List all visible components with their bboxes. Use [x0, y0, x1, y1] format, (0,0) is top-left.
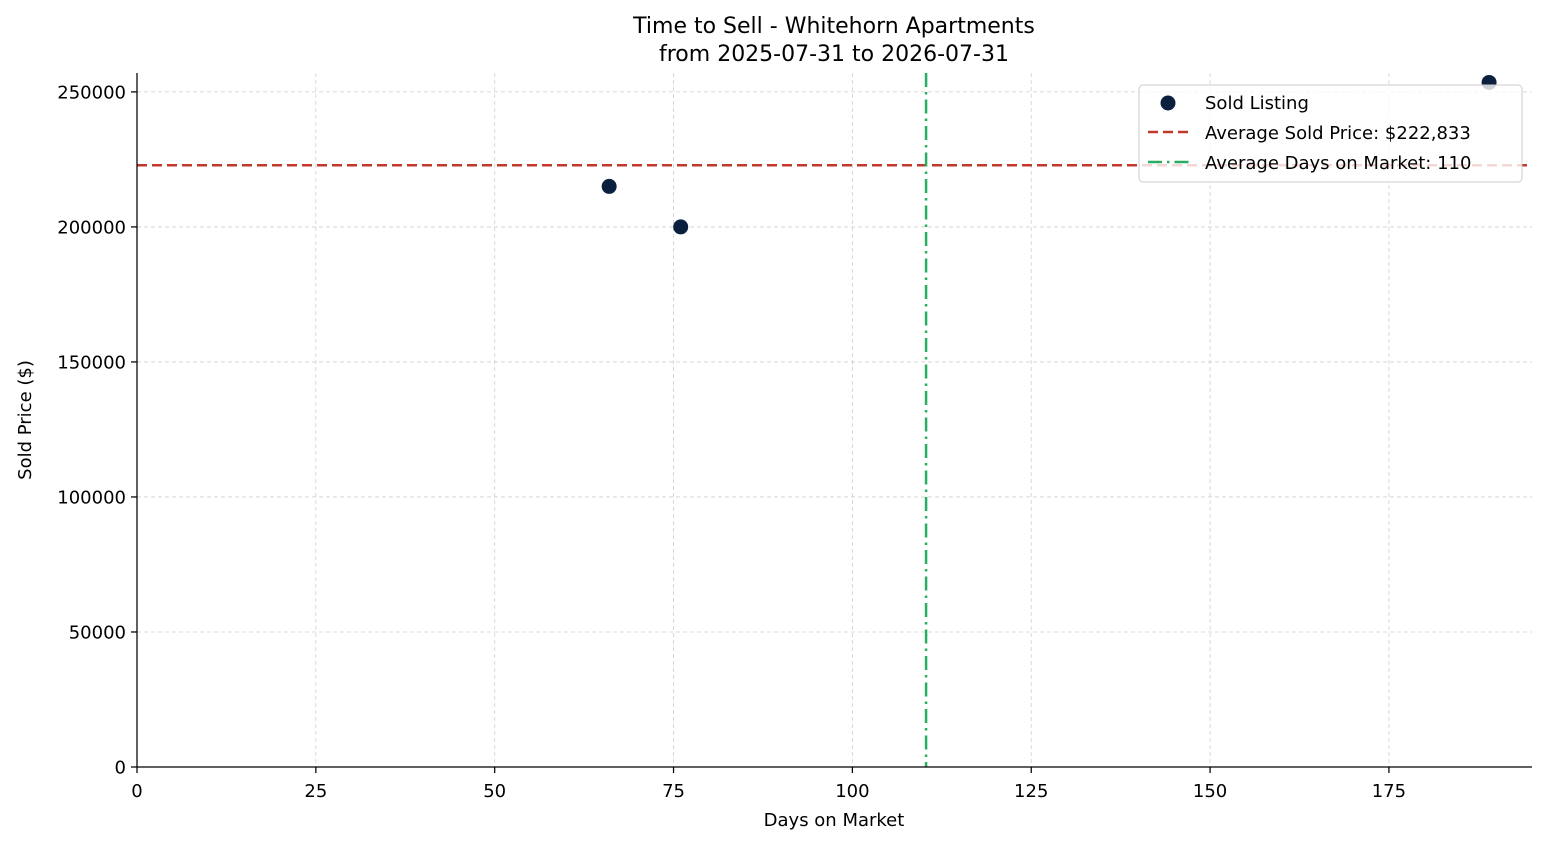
chart-title: Time to Sell - Whitehorn Apartments: [632, 14, 1035, 39]
axes: [136, 73, 1532, 768]
x-axis-label: Days on Market: [764, 810, 905, 831]
data-point: [673, 219, 689, 235]
data-point: [601, 178, 617, 194]
legend-marker-sold-listing: [1160, 95, 1176, 111]
legend: Sold Listing Average Sold Price: $222,83…: [1138, 84, 1523, 183]
ticks: 0 25 50 75 100 125 150 175 0 50000 100000 150000 200…: [57, 82, 1406, 802]
legend-label-average-price: Average Sold Price: $222,833: [1205, 123, 1471, 144]
y-tick-label: 100000: [57, 487, 126, 508]
x-tick-label: 150: [1193, 781, 1227, 802]
x-tick-label: 0: [131, 781, 142, 802]
y-tick-label: 250000: [57, 82, 126, 103]
x-tick-label: 75: [662, 781, 685, 802]
y-tick-label: 150000: [57, 352, 126, 373]
chart-subtitle: from 2025-07-31 to 2026-07-31: [659, 42, 1009, 67]
y-tick-label: 50000: [69, 622, 126, 643]
legend-label-sold-listing: Sold Listing: [1205, 93, 1309, 114]
x-tick-label: 25: [304, 781, 327, 802]
y-tick-label: 200000: [57, 217, 126, 238]
legend-label-average-days: Average Days on Market: 110: [1205, 153, 1471, 174]
x-tick-label: 50: [483, 781, 506, 802]
x-tick-label: 125: [1014, 781, 1048, 802]
x-tick-label: 100: [835, 781, 869, 802]
x-tick-label: 175: [1372, 781, 1406, 802]
legend-box: [1138, 84, 1523, 183]
y-tick-label: 0: [115, 758, 126, 779]
y-axis-label: Sold Price ($): [15, 360, 36, 480]
